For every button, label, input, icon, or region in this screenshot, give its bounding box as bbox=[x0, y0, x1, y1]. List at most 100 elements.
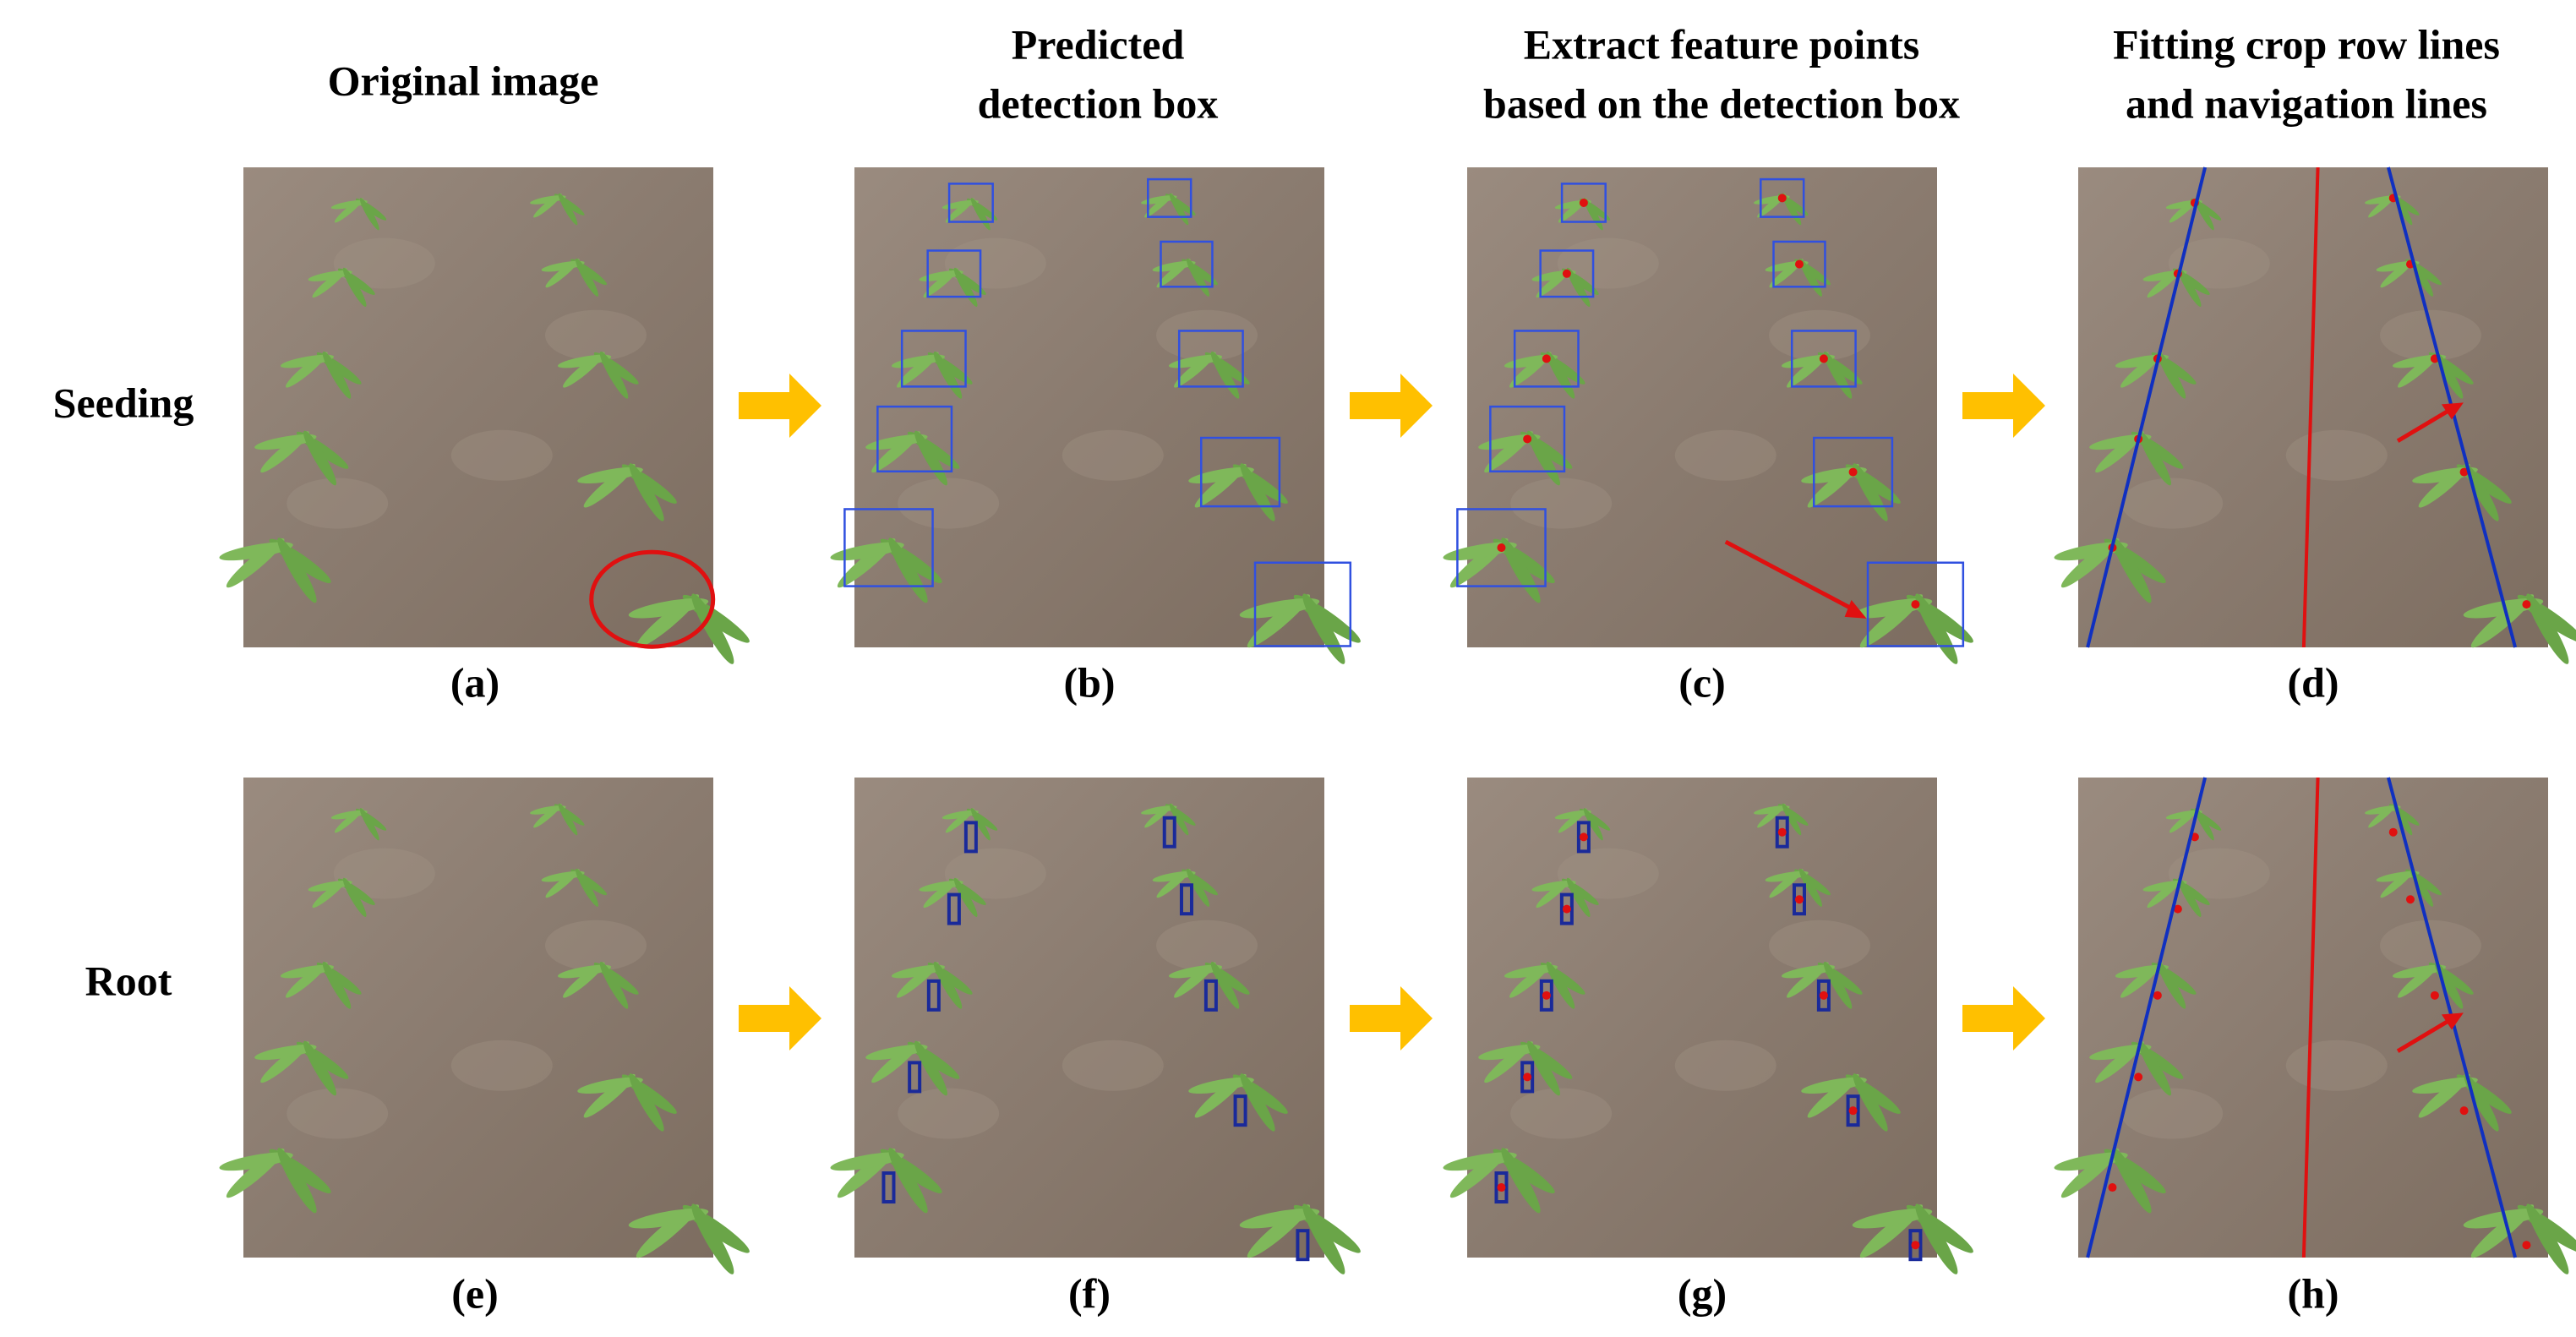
detection-box bbox=[1160, 240, 1214, 288]
leaf bbox=[359, 198, 379, 231]
leaf bbox=[830, 1152, 904, 1171]
leaf bbox=[2142, 880, 2187, 892]
leaf bbox=[691, 1203, 734, 1274]
red-arrow bbox=[1724, 539, 1854, 611]
red-arrowhead bbox=[2441, 402, 2464, 420]
leaf bbox=[2165, 810, 2202, 820]
detection-box bbox=[1162, 816, 1176, 849]
leaf bbox=[558, 354, 612, 368]
column-header: Extract feature points bbox=[1524, 20, 1919, 68]
leaf bbox=[1302, 1203, 1345, 1274]
feature-point bbox=[1819, 354, 1828, 363]
leaf bbox=[970, 808, 991, 841]
photo bbox=[2054, 777, 2576, 1274]
leaf bbox=[1852, 1208, 1933, 1229]
feature-point bbox=[1497, 1183, 1506, 1192]
red-arrow bbox=[2396, 1015, 2456, 1053]
leaf bbox=[2526, 1203, 2569, 1274]
soil-texture bbox=[333, 237, 435, 289]
panel-label: (b) bbox=[1063, 658, 1115, 706]
detection-box bbox=[1179, 883, 1193, 916]
detection-box bbox=[1792, 883, 1806, 916]
detection-box bbox=[881, 1171, 896, 1204]
leaf bbox=[330, 199, 368, 210]
feature-point bbox=[1777, 827, 1787, 837]
feature-point bbox=[2173, 904, 2182, 914]
leaf bbox=[2089, 1044, 2152, 1061]
leaf bbox=[941, 810, 979, 820]
soil-texture bbox=[2121, 478, 2224, 529]
leaf bbox=[359, 808, 379, 841]
soil-texture bbox=[545, 309, 647, 361]
leaf bbox=[2464, 463, 2499, 521]
flow-arrow bbox=[1350, 986, 1433, 1050]
detection-box bbox=[1520, 1061, 1535, 1094]
leaf bbox=[575, 868, 598, 907]
leaf bbox=[2365, 805, 2401, 815]
panel-label: (g) bbox=[1678, 1269, 1727, 1317]
photo bbox=[219, 778, 750, 1274]
feature-point bbox=[1562, 269, 1571, 278]
flow-arrow bbox=[739, 986, 821, 1050]
leaf bbox=[1823, 961, 1853, 1009]
soil-texture bbox=[1156, 309, 1258, 361]
leaf bbox=[1239, 598, 1320, 619]
soil bbox=[243, 778, 713, 1258]
leaf bbox=[541, 870, 585, 882]
leaf bbox=[1566, 877, 1591, 917]
panel-label: (c) bbox=[1678, 658, 1726, 706]
soil-texture bbox=[2168, 237, 2270, 289]
soil-texture bbox=[333, 848, 435, 899]
soil-texture bbox=[1557, 848, 1659, 899]
detection-box bbox=[947, 183, 994, 223]
feature-point bbox=[1542, 354, 1551, 363]
leaf bbox=[1501, 1148, 1541, 1214]
soil bbox=[2078, 778, 2548, 1258]
leaf bbox=[1152, 870, 1196, 882]
detection-box bbox=[876, 405, 953, 473]
leaf bbox=[254, 434, 317, 450]
detection-box bbox=[963, 821, 978, 854]
feature-point bbox=[2134, 1072, 2143, 1082]
leaf bbox=[541, 260, 585, 272]
row-label: Root bbox=[85, 957, 172, 1004]
leaf bbox=[2526, 593, 2569, 664]
column-header: Predicted bbox=[1012, 20, 1185, 68]
leaf bbox=[1443, 1152, 1517, 1171]
leaf bbox=[941, 199, 979, 210]
leaf bbox=[2157, 961, 2186, 1009]
soil-texture bbox=[1769, 309, 1870, 361]
feature-point bbox=[1848, 467, 1858, 477]
feature-point bbox=[1562, 904, 1571, 914]
soil-texture bbox=[287, 478, 389, 529]
soil-texture bbox=[1062, 1040, 1164, 1091]
highlight-circle bbox=[589, 549, 716, 649]
detection-box bbox=[1494, 1171, 1509, 1204]
detection-box bbox=[1253, 561, 1352, 647]
navigation-line bbox=[2301, 777, 2320, 1258]
leaf bbox=[865, 1044, 928, 1061]
column-header: Fitting crop row lines bbox=[2113, 20, 2500, 68]
red-arrow bbox=[2396, 405, 2456, 443]
leaf bbox=[1240, 1073, 1275, 1132]
leaf bbox=[1754, 805, 1790, 815]
feature-point bbox=[2405, 895, 2415, 904]
leaf bbox=[2376, 870, 2420, 882]
feature-point bbox=[1819, 990, 1828, 1000]
leaf bbox=[2112, 1148, 2152, 1214]
column-header: detection box bbox=[978, 79, 1219, 127]
panel-label: (f) bbox=[1068, 1269, 1111, 1317]
leaf bbox=[1782, 964, 1836, 979]
soil-texture bbox=[1062, 429, 1164, 481]
detection-box bbox=[1296, 1229, 1310, 1262]
leaf bbox=[558, 193, 578, 226]
detection-box bbox=[900, 330, 967, 388]
detection-box bbox=[1177, 330, 1244, 388]
detection-box bbox=[1816, 979, 1831, 1012]
feature-point bbox=[1794, 895, 1804, 904]
leaf bbox=[599, 351, 629, 399]
detection-box bbox=[1560, 183, 1607, 223]
leaf bbox=[2054, 1152, 2128, 1171]
soil-texture bbox=[2380, 309, 2481, 361]
flow-arrow bbox=[739, 374, 821, 438]
